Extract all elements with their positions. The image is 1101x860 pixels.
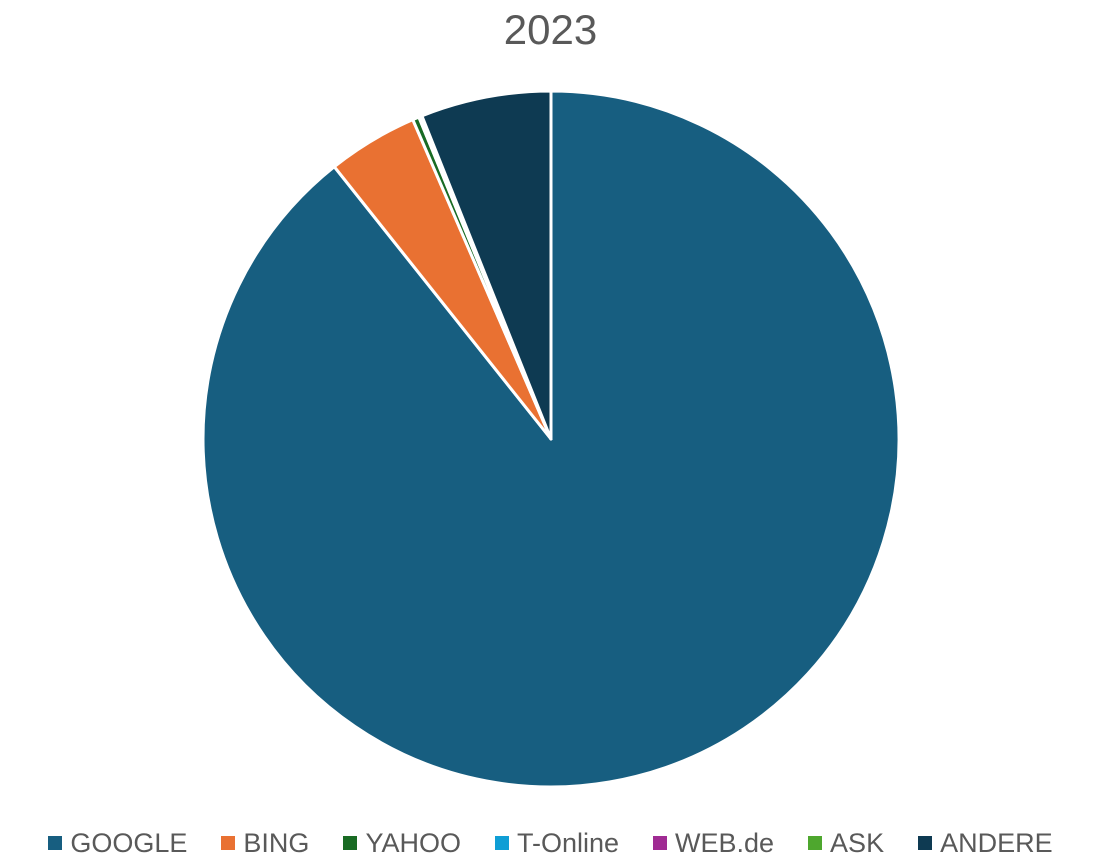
legend-swatch: [808, 836, 823, 850]
legend-item-t-online: T-Online: [494, 827, 619, 859]
legend-label: WEB.de: [675, 827, 775, 858]
legend-swatch: [494, 836, 509, 850]
legend-swatch: [48, 836, 63, 850]
legend-item-ask: ASK: [808, 828, 884, 859]
legend-swatch: [918, 836, 933, 850]
legend-item-yahoo: YAHOO: [343, 828, 461, 859]
pie-slices: [201, 89, 901, 789]
pie-slice-google: [201, 89, 901, 789]
chart-title: 2023: [503, 6, 598, 53]
legend-item-web-de: WEB.de: [653, 828, 774, 859]
pie-slice-andere: [420, 89, 553, 441]
legend-item-google: GOOGLE: [48, 828, 187, 859]
legend-swatch: [343, 836, 358, 850]
legend-label: BING: [243, 827, 310, 858]
legend-label: ASK: [830, 827, 885, 858]
chart-legend: GOOGLE BING YAHOO T-Online WEB.de ASK ANDERE: [0, 826, 1101, 860]
legend-label: GOOGLE: [70, 827, 188, 858]
legend-swatch: [653, 836, 667, 850]
legend-swatch: [221, 836, 236, 850]
legend-label: ANDERE: [940, 827, 1053, 858]
legend-item-andere: ANDERE: [918, 828, 1053, 859]
legend-label: T-Online: [516, 827, 619, 858]
legend-item-bing: BING: [221, 828, 309, 859]
legend-label: YAHOO: [365, 827, 461, 858]
pie-chart: [201, 89, 901, 789]
